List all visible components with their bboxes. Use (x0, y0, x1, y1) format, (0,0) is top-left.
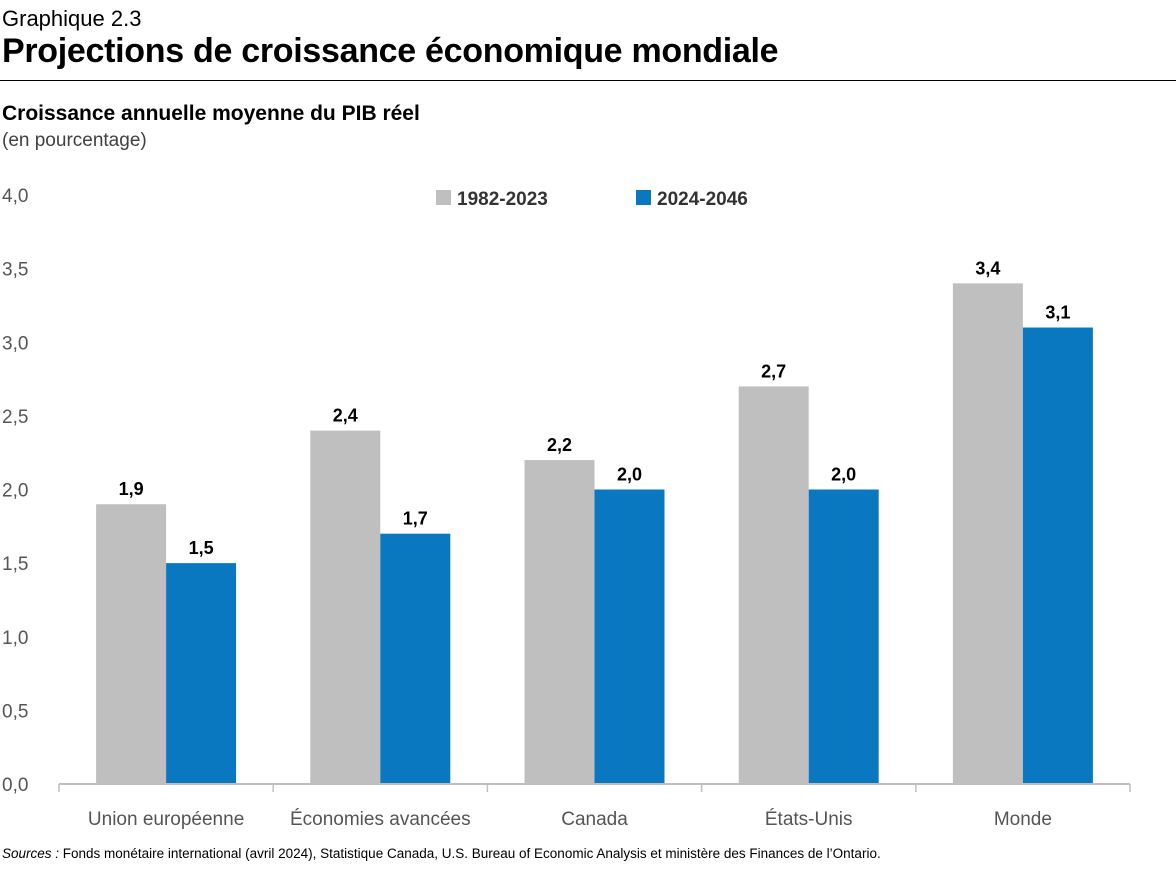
graph-number: Graphique 2.3 (2, 6, 142, 31)
x-tick-label: États-Unis (765, 809, 853, 830)
bar-2024-2046 (166, 563, 237, 784)
data-label: 1,9 (119, 479, 144, 499)
bar-2024-2046 (1022, 327, 1093, 784)
x-tick-label: Économies avancées (290, 809, 471, 830)
y-tick-label: 0,0 (2, 775, 28, 796)
data-label: 2,0 (617, 465, 642, 485)
sources-label: Sources : (2, 846, 60, 861)
data-label: 3,1 (1045, 303, 1070, 323)
x-tick-label: Monde (994, 809, 1052, 830)
y-axis: 0,0 0,5 1,0 1,5 2,0 2,5 3,0 3,5 4,0 (2, 186, 28, 796)
bar-2024-2046 (594, 489, 665, 784)
x-tick-label: Union européenne (88, 809, 244, 830)
y-tick-label: 2,5 (2, 407, 28, 428)
legend-swatch (436, 190, 451, 205)
bar-2024-2046 (808, 489, 879, 784)
y-tick-label: 1,5 (2, 554, 28, 575)
y-tick-label: 0,5 (2, 701, 28, 722)
sources-text: Fonds monétaire international (avril 202… (59, 846, 881, 861)
data-label: 2,4 (333, 406, 358, 426)
chart-legend: 1982-2023 2024-2046 (436, 189, 748, 210)
bar-1982-2023 (738, 386, 809, 784)
legend-label: 1982-2023 (457, 189, 548, 210)
bar-1982-2023 (96, 504, 167, 784)
x-tick-label: Canada (561, 809, 628, 830)
bar-1982-2023 (952, 283, 1023, 784)
title-divider (0, 80, 1176, 81)
y-tick-label: 3,5 (2, 260, 28, 281)
chart-unit: (en pourcentage) (2, 130, 147, 151)
x-axis: Union européenne Économies avancées Canada… (58, 783, 1131, 830)
sources-note: Sources : Fonds monétaire international … (2, 846, 881, 861)
bar-1982-2023 (524, 460, 595, 784)
data-label: 2,2 (547, 435, 572, 455)
data-label: 2,0 (831, 465, 856, 485)
bar-1982-2023 (310, 430, 381, 784)
chart-title: Croissance annuelle moyenne du PIB réel (2, 102, 420, 125)
data-label: 1,5 (189, 538, 214, 558)
bar-2024-2046 (380, 533, 451, 784)
y-tick-label: 3,0 (2, 333, 28, 354)
legend-label: 2024-2046 (657, 189, 748, 210)
data-label: 2,7 (761, 361, 786, 381)
bars-group: 1,9 1,5 2,4 1,7 2,2 2,0 2,7 2,0 3,4 3,1 (96, 258, 1093, 784)
y-tick-label: 1,0 (2, 628, 28, 649)
legend-swatch (636, 190, 651, 205)
y-tick-label: 4,0 (2, 186, 28, 207)
y-tick-label: 2,0 (2, 481, 28, 502)
page-title: Projections de croissance économique mon… (2, 32, 779, 70)
data-label: 3,4 (975, 258, 1000, 278)
data-label: 1,7 (403, 509, 428, 529)
